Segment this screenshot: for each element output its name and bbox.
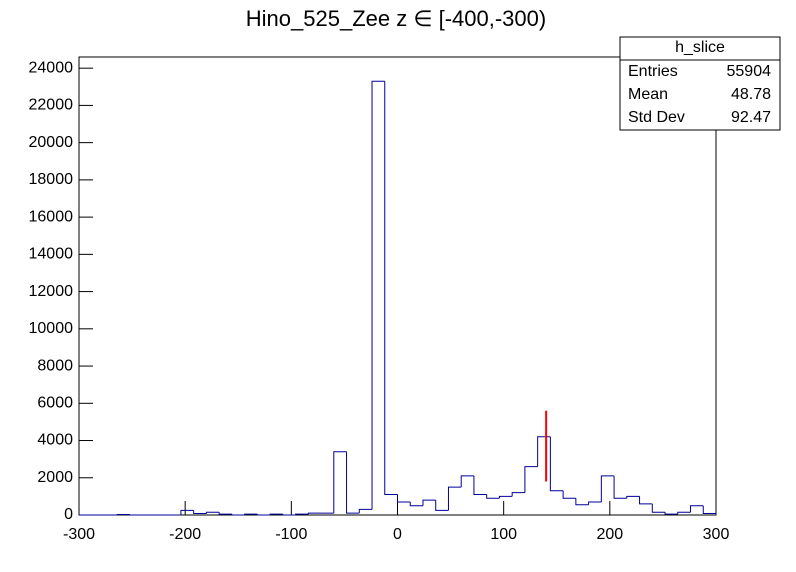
x-tick-label: -300 [63, 526, 95, 543]
y-tick-label: 10000 [29, 320, 74, 337]
x-tick-label: 300 [703, 526, 730, 543]
x-tick-label: 200 [596, 526, 623, 543]
histogram-bin [295, 513, 309, 515]
histogram-bin [677, 511, 691, 515]
histogram-bin [358, 508, 373, 514]
histogram-bin [409, 501, 423, 507]
histogram-bin [690, 505, 704, 513]
x-tick-label: 100 [490, 526, 517, 543]
x-tick-label: -200 [169, 526, 201, 543]
stats-label: Std Dev [628, 109, 685, 126]
histogram-bin [180, 509, 194, 515]
y-tick-label: 0 [64, 506, 73, 523]
y-tick-label: 24000 [29, 59, 74, 76]
histogram-bin [562, 490, 576, 499]
histogram-bin [116, 513, 130, 515]
histogram-bin [397, 494, 411, 503]
histogram-bin [422, 499, 436, 506]
histogram-bin [600, 475, 615, 502]
stats-name: h_slice [675, 39, 725, 56]
histogram-bin [371, 80, 385, 510]
stats-value: 92.47 [731, 109, 771, 126]
histogram-bin [575, 498, 589, 506]
y-tick-label: 6000 [37, 395, 73, 412]
histogram-bin [549, 436, 564, 492]
histogram-bin [384, 81, 398, 496]
x-tick-label: 0 [393, 526, 402, 543]
histogram-bin [473, 475, 487, 496]
histogram-bin [613, 475, 627, 499]
histogram-bin [511, 492, 525, 497]
histogram-bin [346, 451, 360, 514]
histogram-bin [702, 505, 717, 515]
y-tick-label: 20000 [29, 134, 74, 151]
stats-label: Entries [628, 63, 678, 80]
histogram-bin [256, 514, 271, 516]
y-tick-label: 2000 [37, 469, 73, 486]
y-tick-label: 14000 [29, 246, 74, 263]
histogram-bin [524, 466, 538, 493]
y-tick-label: 8000 [37, 357, 73, 374]
stats-value: 55904 [727, 63, 772, 80]
histogram-bin [333, 451, 347, 514]
histogram-bin [307, 512, 322, 515]
histogram-bin [626, 495, 640, 499]
y-tick-label: 16000 [29, 208, 74, 225]
histogram-bin [460, 475, 474, 488]
histogram-bin [129, 514, 143, 516]
chart-title: Hino_525_Zee z ∈ [-400,-300) [246, 6, 546, 31]
histogram-bin [447, 486, 462, 511]
histogram-bin [498, 495, 513, 499]
histogram-bin [231, 514, 245, 516]
histogram-bin [193, 510, 207, 515]
histogram-bin [664, 512, 678, 515]
histogram-bin [282, 514, 296, 516]
y-tick-label: 12000 [29, 283, 74, 300]
stats-value: 48.78 [731, 86, 771, 103]
histogram-bin [639, 496, 653, 505]
histogram-bin [435, 500, 449, 511]
stats-box: h_slice [619, 36, 781, 131]
histogram-bin [588, 501, 602, 505]
histogram-bin [218, 512, 232, 515]
histogram-bin [244, 513, 258, 515]
x-tick-label: -100 [275, 526, 307, 543]
histogram-bin [486, 494, 500, 499]
y-tick-label: 4000 [37, 432, 73, 449]
histogram-bin [651, 503, 666, 513]
histogram-bin [269, 513, 283, 515]
stats-frame [619, 36, 781, 131]
stats-label: Mean [628, 86, 668, 103]
histogram-bin [205, 511, 220, 514]
y-tick-label: 22000 [29, 97, 74, 114]
y-tick-label: 18000 [29, 171, 74, 188]
